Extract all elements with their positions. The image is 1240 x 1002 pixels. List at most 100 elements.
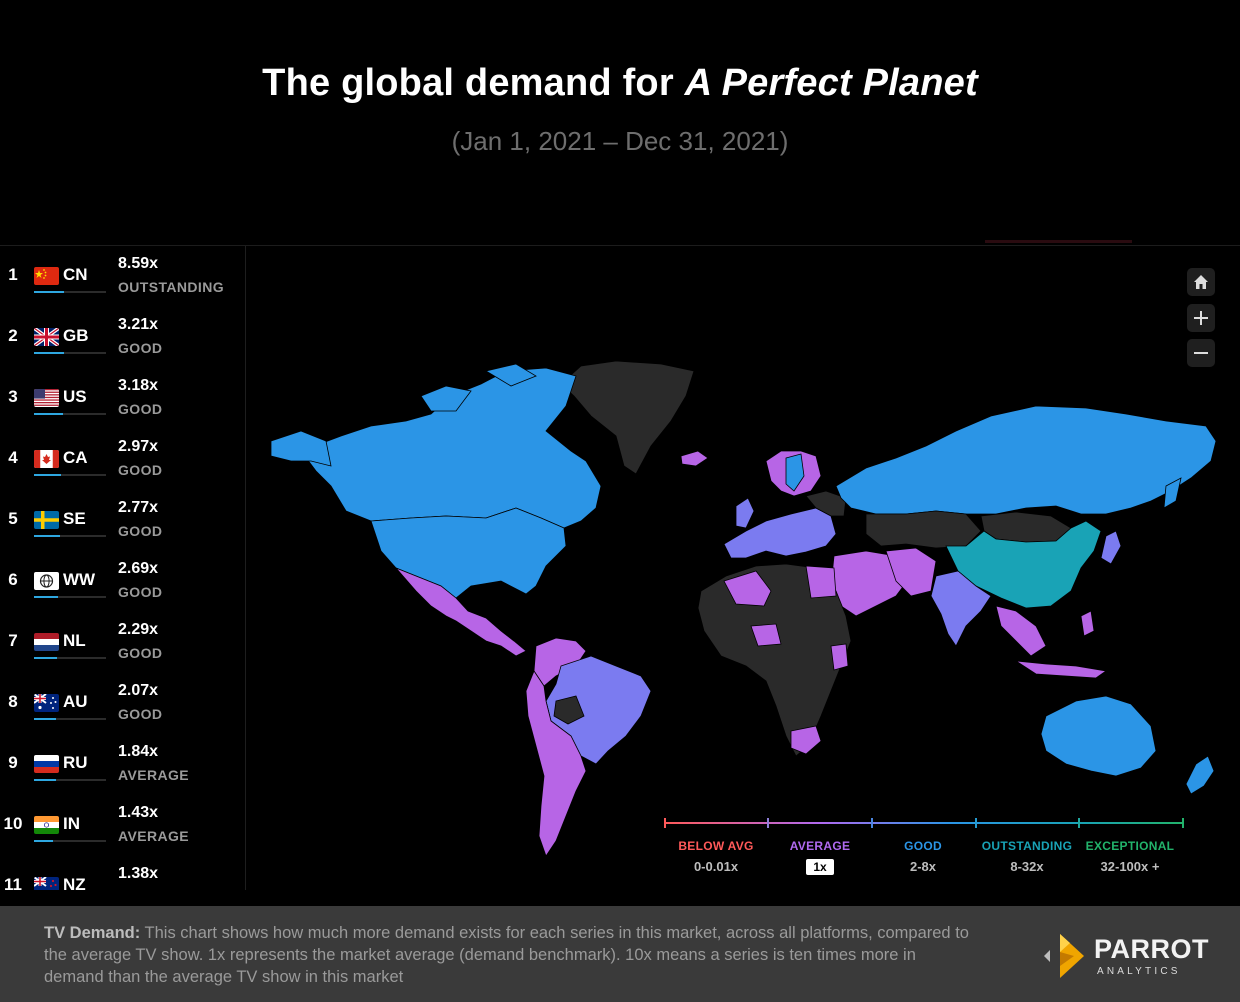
legend-range: 32-100x + xyxy=(1100,859,1160,874)
flag-icon xyxy=(34,694,59,712)
rank-bar xyxy=(34,413,106,415)
zoom-in-icon xyxy=(1194,311,1208,325)
rank-number: 7 xyxy=(8,631,18,650)
flag-icon xyxy=(34,450,59,468)
rank-bar-fill xyxy=(34,291,64,293)
map-africa xyxy=(697,563,852,757)
country-code: WW xyxy=(63,570,96,589)
brand-logo[interactable]: PARROT ANALYTICS xyxy=(1040,928,1210,984)
flag-icon xyxy=(34,816,59,834)
map-india xyxy=(930,570,992,647)
country-code: NL xyxy=(63,631,86,650)
flag-icon xyxy=(34,267,59,285)
ranking-list[interactable]: 1 CN 8.59x OUTSTANDING 2 GB 3.21x GOOD 3 US 3.18x G… xyxy=(0,246,246,890)
legend-range: 8-32x xyxy=(1010,859,1044,874)
rank-bar-fill xyxy=(34,413,63,415)
rank-bar-fill xyxy=(34,718,56,720)
ranking-row[interactable]: 10 IN 1.43x AVERAGE xyxy=(0,795,245,856)
footer-description: TV Demand: This chart shows how much mor… xyxy=(44,922,974,988)
rank-number: 9 xyxy=(8,753,18,772)
ranking-row[interactable]: 8 AU 2.07x GOOD xyxy=(0,673,245,734)
rank-number: 6 xyxy=(8,570,18,589)
rank-bar xyxy=(34,474,106,476)
country-code: RU xyxy=(63,753,88,772)
rank-number: 1 xyxy=(8,265,18,284)
ranking-row[interactable]: 4 CA 2.97x GOOD xyxy=(0,429,245,490)
rank-bar xyxy=(34,718,106,720)
map-bolivia xyxy=(553,695,585,725)
map-iceland xyxy=(680,450,709,467)
ranking-row[interactable]: 6 WW 2.69x GOOD xyxy=(0,551,245,612)
map-uk xyxy=(735,497,755,529)
ranking-row[interactable]: 11 NZ 1.38x xyxy=(0,856,245,890)
title-show-name: A Perfect Planet xyxy=(684,62,978,104)
demand-level: AVERAGE xyxy=(118,767,189,783)
demand-value: 3.21x xyxy=(118,316,159,333)
flag-icon xyxy=(34,328,59,346)
ranking-row[interactable]: 5 SE 2.77x GOOD xyxy=(0,490,245,551)
map-europe xyxy=(723,507,837,559)
map-south-africa xyxy=(790,725,822,755)
rank-bar xyxy=(34,840,106,842)
zoom-out-icon xyxy=(1194,352,1208,354)
title-prefix: The global demand for xyxy=(262,62,685,104)
map-central-asia xyxy=(865,510,982,549)
country-code: GB xyxy=(63,326,89,345)
ranking-row[interactable]: 3 US 3.18x GOOD xyxy=(0,368,245,429)
demand-value: 8.59x xyxy=(118,255,159,272)
zoom-out-button[interactable] xyxy=(1187,339,1215,367)
map-kenya xyxy=(830,643,849,671)
map-canada-islands xyxy=(420,363,537,412)
chart-title: The global demand for A Perfect Planet xyxy=(0,62,1240,105)
ranking-row[interactable]: 7 NL 2.29x GOOD xyxy=(0,612,245,673)
map-usa xyxy=(370,507,567,599)
rank-bar-fill xyxy=(34,352,64,354)
rank-bar-fill xyxy=(34,840,53,842)
demand-value: 1.84x xyxy=(118,743,159,760)
chart-subtitle: (Jan 1, 2021 – Dec 31, 2021) xyxy=(451,126,789,156)
rank-number: 8 xyxy=(8,692,18,711)
country-code: CA xyxy=(63,448,88,467)
home-button[interactable] xyxy=(1187,268,1215,296)
demand-level: GOOD xyxy=(118,340,163,356)
legend-category: EXCEPTIONAL xyxy=(1085,839,1175,853)
map-eastern-europe xyxy=(805,490,847,517)
map-greenland xyxy=(560,360,695,475)
demand-level: GOOD xyxy=(118,645,163,661)
rank-bar-fill xyxy=(34,596,58,598)
legend-category: BELOW AVG xyxy=(678,839,754,853)
demand-level: GOOD xyxy=(118,462,163,478)
country-code: SE xyxy=(63,509,86,528)
world-map[interactable] xyxy=(246,246,1240,906)
rank-bar xyxy=(34,657,106,659)
demand-value: 2.29x xyxy=(118,621,159,638)
ranking-row[interactable]: 1 CN 8.59x OUTSTANDING xyxy=(0,246,245,307)
footer-label: TV Demand: xyxy=(44,924,141,942)
flag-icon xyxy=(34,755,59,773)
home-icon xyxy=(1194,275,1208,289)
brand-subtitle: ANALYTICS xyxy=(1097,966,1181,977)
rank-bar-fill xyxy=(34,535,60,537)
map-iran xyxy=(885,547,937,597)
flag-icon xyxy=(34,389,59,407)
zoom-in-button[interactable] xyxy=(1187,304,1215,332)
demand-value: 1.38x xyxy=(118,865,159,882)
demand-level: GOOD xyxy=(118,523,163,539)
map-egypt xyxy=(805,565,837,599)
legend-range: 2-8x xyxy=(909,859,937,874)
map-legend: BELOW AVG 0-0.01x AVERAGE 1x GOOD 2-8x OUTSTAN… xyxy=(664,810,1184,880)
rank-bar-fill xyxy=(34,779,56,781)
legend-benchmark-badge: 1x xyxy=(806,859,834,875)
rank-number: 11 xyxy=(4,875,22,890)
ranking-row[interactable]: 9 RU 1.84x AVERAGE xyxy=(0,734,245,795)
rank-number: 2 xyxy=(8,326,18,345)
country-code: CN xyxy=(63,265,88,284)
map-new-zealand xyxy=(1185,755,1215,795)
flag-icon xyxy=(34,572,59,590)
legend-category: AVERAGE xyxy=(789,839,851,853)
ranking-row[interactable]: 2 GB 3.21x GOOD xyxy=(0,307,245,368)
demand-level: GOOD xyxy=(118,401,163,417)
rank-number: 4 xyxy=(8,448,18,467)
flag-icon xyxy=(34,511,59,529)
demand-level: OUTSTANDING xyxy=(118,279,225,295)
